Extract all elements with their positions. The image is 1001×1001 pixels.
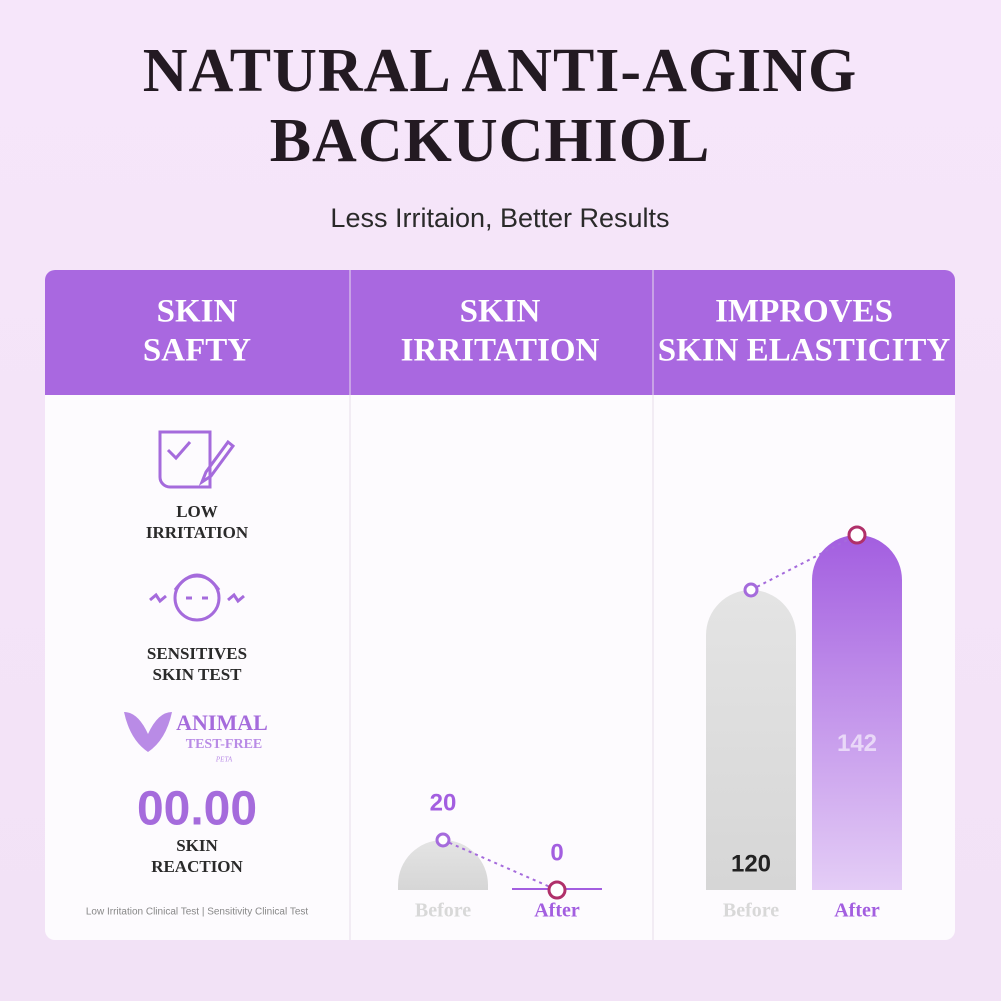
header-band xyxy=(45,270,955,395)
panel-heading: IMPROVES xyxy=(715,294,893,330)
panel-heading: SKIN ELASTICITY xyxy=(658,333,951,369)
document-icon xyxy=(158,430,236,489)
bar xyxy=(398,840,488,890)
title: NATURAL ANTI-AGING xyxy=(143,37,857,105)
category-label: Before xyxy=(415,900,471,922)
bar xyxy=(706,590,796,890)
connector xyxy=(750,534,858,591)
item-label: LOW xyxy=(176,502,218,521)
value-label: 0 xyxy=(550,839,563,866)
bar xyxy=(812,535,902,890)
stat-label: SKIN xyxy=(176,836,218,855)
badge-text: PETA xyxy=(215,756,233,764)
category-label: Before xyxy=(723,900,779,922)
stat-value: 00.00 xyxy=(137,783,257,836)
badge-text: TEST-FREE xyxy=(186,737,263,752)
stat-label: REACTION xyxy=(151,857,243,876)
category-label: After xyxy=(534,900,580,922)
item-label: SENSITIVES xyxy=(147,644,247,663)
badge-icon xyxy=(124,712,172,752)
point xyxy=(743,582,759,598)
face-icon xyxy=(149,573,245,622)
point xyxy=(435,832,451,848)
value-label: 20 xyxy=(430,789,457,816)
point xyxy=(547,880,567,900)
point xyxy=(847,525,867,545)
value-label: 142 xyxy=(837,730,877,757)
panel-heading: SKIN xyxy=(157,294,238,330)
value-label: 120 xyxy=(731,850,771,877)
panel-heading: SKIN xyxy=(460,294,541,330)
panel-heading: IRRITATION xyxy=(401,333,600,369)
subtitle: Less Irritaion, Better Results xyxy=(330,203,669,233)
title: BACKUCHIOL xyxy=(270,107,711,175)
item-label: IRRITATION xyxy=(146,523,249,542)
footnote: Low Irritation Clinical Test | Sensitivi… xyxy=(86,907,309,918)
panel-heading: SAFTY xyxy=(143,333,251,369)
item-label: SKIN TEST xyxy=(153,665,243,684)
category-label: After xyxy=(834,900,880,922)
badge-text: ANIMAL xyxy=(176,710,268,735)
